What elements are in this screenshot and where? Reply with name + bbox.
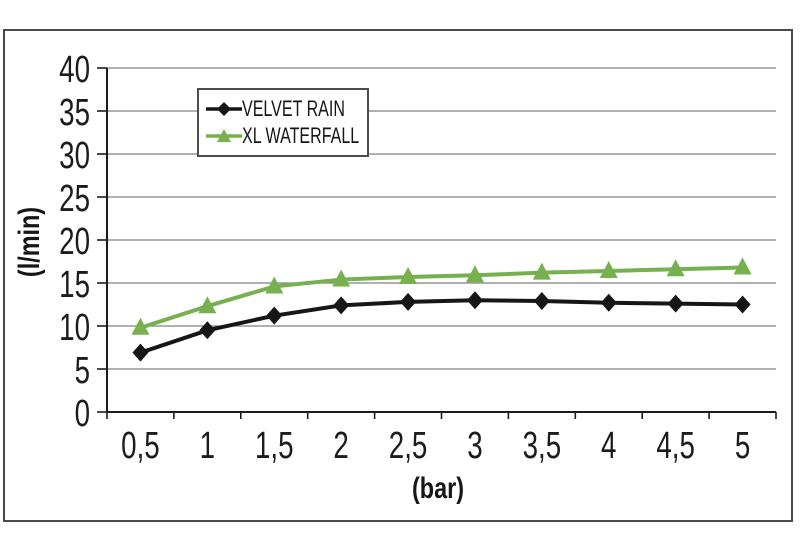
legend-swatch-xl-waterfall (206, 128, 242, 142)
legend-item-velvet-rain: VELVET RAIN (206, 95, 367, 122)
marker-xl-waterfall-3 (465, 265, 484, 283)
marker-velvet-rain-2 (333, 296, 350, 315)
marker-velvet-rain-2.5 (400, 292, 417, 311)
series-velvet-rain (132, 291, 751, 362)
y-tick-label-15: 15 (59, 264, 90, 306)
y-tick-label-35: 35 (59, 92, 90, 134)
y-axis-title: (l/min) (13, 206, 46, 278)
marker-xl-waterfall-3.5 (532, 262, 551, 280)
marker-xl-waterfall-2.5 (399, 266, 418, 284)
chart-legend: VELVET RAIN XL WATERFALL (197, 88, 369, 157)
velvet-rain-line-marker-icon (206, 100, 242, 118)
x-axis-title: (bar) (411, 472, 464, 505)
marker-velvet-rain-5 (734, 295, 751, 314)
series-line-velvet-rain (139, 298, 743, 355)
y-tick-label-40: 40 (59, 49, 90, 91)
marker-xl-waterfall-1.5 (265, 276, 284, 294)
marker-xl-waterfall-1 (198, 296, 217, 314)
series-xl-waterfall (131, 257, 752, 335)
marker-velvet-rain-1 (199, 321, 216, 340)
legend-item-xl-waterfall: XL WATERFALL (206, 122, 367, 149)
x-tick-label-2: 2 (333, 425, 348, 467)
x-tick-label-1: 1 (200, 425, 215, 467)
x-tick-label-4-5: 4,5 (656, 425, 695, 467)
legend-marker-velvet-rain (217, 101, 231, 116)
marker-xl-waterfall-0.5 (131, 317, 150, 335)
y-tick-label-25: 25 (59, 178, 90, 220)
x-tick-label-5: 5 (735, 425, 750, 467)
legend-swatch-velvet-rain (206, 101, 242, 116)
marker-velvet-rain-3.5 (533, 292, 550, 311)
marker-velvet-rain-4.5 (667, 294, 684, 313)
legend-marker-xl-waterfall (217, 128, 231, 142)
x-tick-label-3: 3 (467, 425, 482, 467)
marker-velvet-rain-0.5 (132, 343, 149, 362)
x-tick-label-0-5: 0,5 (121, 425, 160, 467)
y-tick-label-20: 20 (59, 221, 90, 263)
marker-xl-waterfall-4 (599, 260, 618, 278)
marker-xl-waterfall-4.5 (666, 259, 685, 277)
y-tick-label-5: 5 (75, 350, 90, 392)
legend-label-velvet-rain: VELVET RAIN (242, 95, 345, 121)
x-tick-label-4: 4 (601, 425, 616, 467)
y-tick-label-30: 30 (59, 135, 90, 177)
x-tick-label-1-5: 1,5 (255, 425, 294, 467)
marker-velvet-rain-4 (600, 293, 617, 312)
marker-velvet-rain-3 (466, 291, 483, 310)
y-tick-label-10: 10 (59, 307, 90, 349)
marker-velvet-rain-1.5 (266, 306, 283, 325)
series-line-xl-waterfall (139, 265, 743, 330)
x-tick-label-3-5: 3,5 (523, 425, 562, 467)
marker-xl-waterfall-2 (332, 269, 351, 287)
x-tick-label-2-5: 2,5 (389, 425, 428, 467)
xl-waterfall-line-marker-icon (206, 127, 242, 145)
legend-label-xl-waterfall: XL WATERFALL (242, 122, 360, 148)
marker-xl-waterfall-5 (733, 257, 752, 275)
y-tick-label-0: 0 (75, 393, 90, 435)
